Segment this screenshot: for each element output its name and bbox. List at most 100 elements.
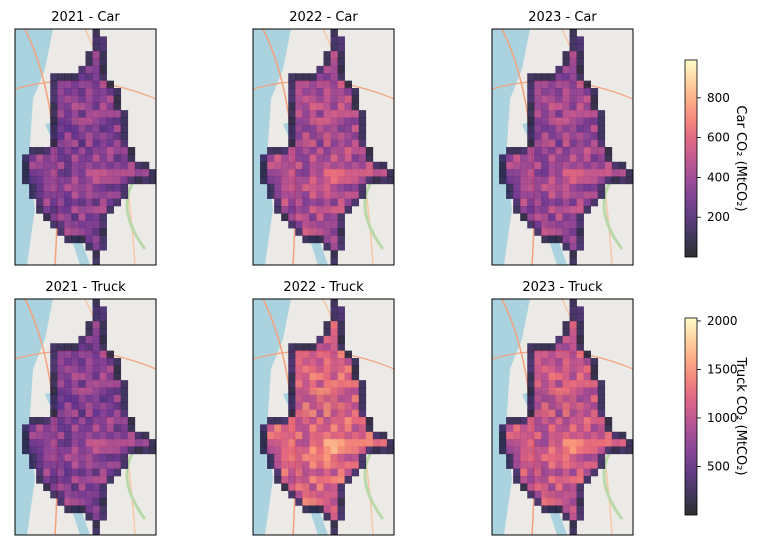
heat-cell <box>99 235 107 244</box>
heat-cell <box>597 176 606 185</box>
heat-cell <box>499 154 507 163</box>
heat-cell <box>316 453 324 462</box>
heat-cell <box>330 65 338 74</box>
heat-cell <box>597 431 606 440</box>
heat-cell <box>113 453 122 462</box>
heat-cell <box>281 476 289 484</box>
heat-cell <box>351 402 360 410</box>
heat-cell <box>92 468 100 477</box>
heat-cell <box>85 417 93 425</box>
heat-cell <box>583 431 591 440</box>
heat-cell <box>583 110 591 118</box>
heat-cell <box>57 358 65 366</box>
heat-cell <box>302 161 310 170</box>
heat-cell <box>513 176 521 185</box>
heat-cell <box>576 124 584 133</box>
heat-cell <box>134 176 143 185</box>
heat-cell <box>274 191 282 199</box>
heat-cell <box>337 372 345 381</box>
heat-cell <box>57 161 65 170</box>
heat-cell <box>113 417 122 425</box>
heat-cell <box>309 88 317 96</box>
heat-cell <box>351 95 360 104</box>
panel-2022-truck: 2022 - Truck <box>252 280 395 536</box>
heat-cell <box>330 228 338 236</box>
heat-cell <box>57 110 65 118</box>
heat-cell <box>337 328 345 337</box>
heat-cell <box>120 183 129 192</box>
heat-cell <box>590 417 599 425</box>
heat-cell <box>57 191 65 199</box>
heat-cell <box>127 161 136 170</box>
heat-cell <box>330 36 338 45</box>
heat-cell <box>590 110 599 118</box>
heat-cell <box>323 365 331 374</box>
heat-cell <box>288 402 296 410</box>
heat-cell <box>148 439 156 447</box>
heat-cell <box>534 124 542 133</box>
heat-cell <box>288 387 296 396</box>
heat-cell <box>597 417 606 425</box>
heat-cell <box>372 431 381 440</box>
heat-cell <box>351 191 360 199</box>
heat-cell <box>85 169 93 177</box>
heat-cell <box>548 154 556 163</box>
heat-cell <box>562 242 570 251</box>
heat-cell <box>309 154 317 163</box>
heat-cell <box>99 446 107 455</box>
heat-cell <box>541 372 549 381</box>
heat-cell <box>506 191 514 199</box>
heat-cell <box>288 88 296 96</box>
heat-cell <box>99 372 107 381</box>
heat-cell <box>281 424 289 433</box>
heat-cell <box>337 343 345 351</box>
heat-cell <box>99 313 107 322</box>
heat-cell <box>281 468 289 477</box>
heat-cell <box>92 527 100 535</box>
heat-cell <box>562 446 570 455</box>
heat-cell <box>141 176 150 185</box>
heat-cell <box>43 191 51 199</box>
heat-cell <box>541 124 549 133</box>
heat-cell <box>78 358 86 366</box>
heat-cell <box>555 213 563 222</box>
heat-cell <box>267 453 275 462</box>
heat-cell <box>281 183 289 192</box>
heat-cell <box>85 365 93 374</box>
heat-cell <box>576 476 584 484</box>
heat-cell <box>78 169 86 177</box>
heat-cell <box>527 431 535 440</box>
park <box>602 178 624 250</box>
heat-cell <box>583 117 591 126</box>
heat-cell <box>548 476 556 484</box>
heat-cell <box>337 132 345 140</box>
heat-cell <box>541 206 549 214</box>
heat-cell <box>527 372 535 381</box>
heat-cell <box>274 176 282 185</box>
heat-cell <box>330 147 338 155</box>
heat-cell <box>288 198 296 207</box>
heat-cell <box>597 139 606 148</box>
heat-cell <box>50 102 58 111</box>
heat-cell <box>330 250 338 258</box>
heat-cell <box>527 117 535 126</box>
heat-cell <box>64 394 72 403</box>
heat-cell <box>295 117 303 126</box>
heat-cell <box>499 431 507 440</box>
heat-cell <box>78 228 86 236</box>
heat-cell <box>57 343 65 351</box>
heat-cell <box>330 468 338 477</box>
heat-cell <box>302 139 310 148</box>
heat-cell <box>562 380 570 388</box>
heat-cell <box>295 387 303 396</box>
heat-cell <box>85 490 93 499</box>
heat-cell <box>323 169 331 177</box>
colorbar-tick-label: 2000 <box>707 314 738 328</box>
heat-cell <box>36 169 44 177</box>
panel-title: 2023 - Truck <box>522 280 603 295</box>
heat-cell <box>302 147 310 155</box>
heat-cell <box>330 350 338 359</box>
heat-cell <box>344 387 352 396</box>
heat-cell <box>316 431 324 440</box>
heat-cell <box>597 402 606 410</box>
